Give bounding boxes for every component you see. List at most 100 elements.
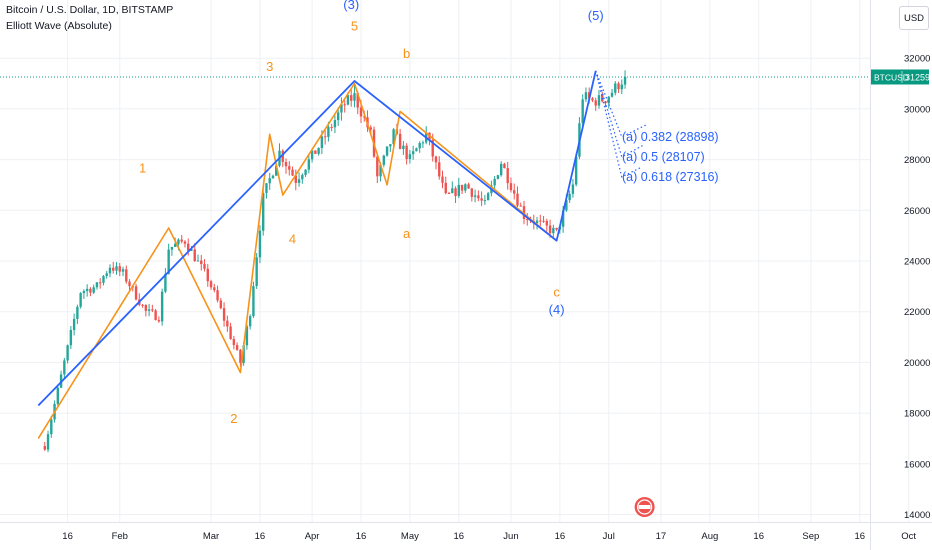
candle-body <box>614 83 617 93</box>
candle-body <box>548 225 552 234</box>
candle-body <box>291 169 294 176</box>
last-price-tag <box>871 69 929 85</box>
candle-body <box>89 288 92 293</box>
candle-body <box>402 145 405 150</box>
fib-label: (a) 0.618 (27316) <box>622 170 719 184</box>
candle-body <box>539 220 542 222</box>
candle-body <box>288 166 291 170</box>
candle-body <box>200 260 203 265</box>
candle-body <box>571 184 575 194</box>
x-tick-label: Aug <box>701 531 718 542</box>
y-tick-label: 18000 <box>904 409 930 420</box>
candle-body <box>310 150 314 160</box>
x-tick-label: Jul <box>603 531 615 542</box>
candle-body <box>346 95 350 105</box>
candle-body <box>607 96 610 104</box>
candle-body <box>350 95 353 101</box>
candle-body <box>473 195 477 197</box>
candle-body <box>545 220 549 226</box>
candle-body <box>385 146 389 156</box>
candle-body <box>411 151 415 155</box>
candle-body <box>438 162 441 177</box>
x-tick-label: May <box>401 531 419 542</box>
candle-body <box>248 316 252 327</box>
candle-body <box>258 230 262 258</box>
y-tick-label: 16000 <box>904 459 930 470</box>
candle-body <box>154 310 157 321</box>
candle-body <box>464 184 467 191</box>
candle-body <box>359 107 363 117</box>
y-tick-label: 22000 <box>904 307 930 318</box>
candle-body <box>617 83 620 90</box>
candle-body <box>216 290 219 301</box>
candle-body <box>496 175 500 179</box>
candle-body <box>271 175 275 179</box>
candle-body <box>187 243 190 251</box>
candle-body <box>167 249 170 274</box>
candle-body <box>522 206 526 219</box>
candle-body <box>336 112 340 121</box>
candle-body <box>591 98 594 101</box>
major-label: (3) <box>343 0 359 12</box>
candle-body <box>82 291 86 294</box>
candle-body <box>294 175 297 184</box>
x-tick-label: 16 <box>753 531 764 542</box>
candle-body <box>314 150 317 154</box>
candle-body <box>405 145 408 159</box>
candle-body <box>229 326 232 340</box>
candle-body <box>245 326 249 346</box>
candle-body <box>431 139 434 157</box>
candle-body <box>206 268 209 282</box>
candle-body <box>144 305 148 311</box>
candle-body <box>444 182 447 194</box>
candle-body <box>46 434 50 450</box>
candle-body <box>177 239 180 244</box>
candle-body <box>392 129 395 145</box>
event-marker-glyph <box>638 505 651 509</box>
candle-body <box>389 144 392 147</box>
candle-body <box>190 249 193 251</box>
candle-body <box>121 269 125 272</box>
fib-projection-line <box>595 70 642 178</box>
x-tick-label: 17 <box>656 531 667 542</box>
minor-label: 1 <box>139 160 146 175</box>
candle-body <box>421 142 425 144</box>
candle-body <box>369 127 372 130</box>
candle-body <box>555 227 558 230</box>
candle-body <box>108 267 112 274</box>
x-tick-label: 16 <box>356 531 367 542</box>
candle-body <box>353 93 356 101</box>
candle-body <box>115 266 118 271</box>
candle-body <box>164 273 167 292</box>
candle-body <box>542 220 545 222</box>
y-tick-label: 32000 <box>904 54 930 65</box>
candle-body <box>519 205 522 207</box>
candle-body <box>513 190 516 194</box>
candle-body <box>330 127 333 129</box>
candle-body <box>356 93 359 108</box>
candle-body <box>327 127 330 137</box>
minor-label: 3 <box>266 59 273 74</box>
candle-body <box>151 309 154 311</box>
candle-body <box>477 195 480 199</box>
candle-body <box>454 188 457 197</box>
candle-body <box>363 116 366 118</box>
minor-label: 4 <box>289 231 296 246</box>
candle-body <box>415 148 418 152</box>
candle-body <box>147 309 151 311</box>
candle-body <box>323 136 327 138</box>
currency-button[interactable]: USD <box>899 6 929 30</box>
candle-body <box>226 320 229 327</box>
candle-body <box>467 184 470 189</box>
x-tick-label: 16 <box>255 531 266 542</box>
minor-label: 2 <box>230 411 237 426</box>
candle-body <box>574 156 578 185</box>
x-tick-label: 16 <box>854 531 865 542</box>
candle-body <box>232 339 236 346</box>
candle-body <box>76 306 79 319</box>
candle-body <box>141 304 144 306</box>
candle-body <box>398 133 402 150</box>
candle-body <box>509 183 513 191</box>
